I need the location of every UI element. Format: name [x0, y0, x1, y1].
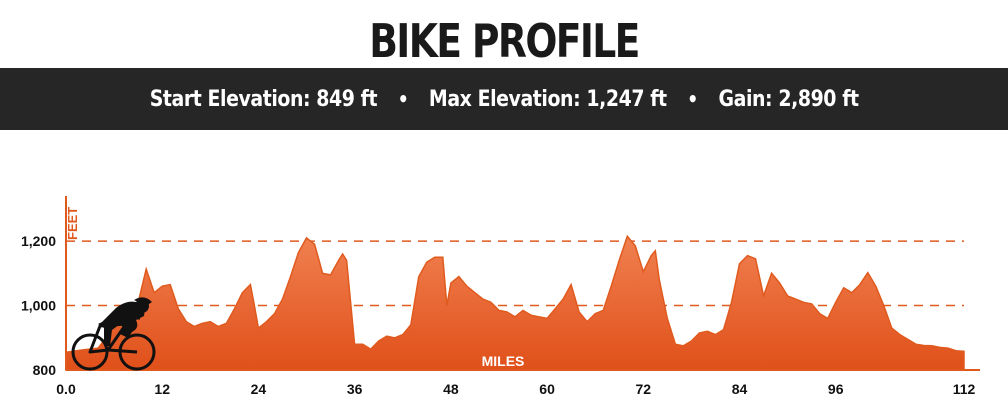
x-tick-label: 48: [443, 381, 459, 397]
stats-bar: Start Elevation: 849 ft • Max Elevation:…: [0, 68, 1008, 130]
y-tick-label: 1,200: [21, 233, 56, 249]
elevation-chart: 800 1,000 1,200 0.0 12 24 36 48 60 72 84 96 112 FEET…: [21, 196, 980, 397]
stats-summary: Start Elevation: 849 ft • Max Elevation:…: [150, 87, 859, 112]
y-tick-label: 1,000: [21, 298, 56, 314]
x-tick-label: 84: [732, 381, 748, 397]
max-elevation-value: 1,247 ft: [586, 86, 667, 112]
x-tick-label: 72: [635, 381, 651, 397]
gain-label: Gain:: [718, 86, 773, 112]
max-elevation-label: Max Elevation:: [428, 86, 581, 112]
elevation-area: [65, 234, 965, 371]
x-tick-label: 0.0: [56, 381, 76, 397]
y-axis-label: FEET: [65, 207, 80, 240]
axis-layer: 800 1,000 1,200 0.0 12 24 36 48 60 72 84 96 112: [21, 196, 980, 397]
max-elevation-stat: Max Elevation: 1,247 ft: [429, 87, 667, 112]
start-elevation-value: 849 ft: [316, 86, 377, 112]
gain-stat: Gain: 2,890 ft: [718, 86, 859, 112]
start-elevation-stat: Start Elevation: 849 ft: [149, 86, 378, 112]
x-tick-label: 60: [539, 381, 555, 397]
start-elevation-label: Start Elevation:: [149, 86, 311, 112]
stat-separator: •: [397, 87, 409, 111]
gain-value: 2,890 ft: [778, 86, 859, 112]
page-title: BIKE PROFILE: [369, 14, 640, 68]
area-layer: [65, 234, 965, 371]
x-tick-label: 36: [347, 381, 363, 397]
cyclist-silhouette-icon: [71, 297, 156, 371]
grid-layer: [66, 240, 964, 307]
stat-separator: •: [687, 87, 698, 111]
x-tick-label: 112: [953, 381, 976, 397]
y-tick-label: 800: [33, 362, 57, 378]
x-tick-label: 24: [251, 381, 267, 397]
x-tick-label: 96: [828, 381, 844, 397]
x-axis-label: MILES: [482, 353, 525, 369]
x-tick-label: 12: [154, 381, 170, 397]
